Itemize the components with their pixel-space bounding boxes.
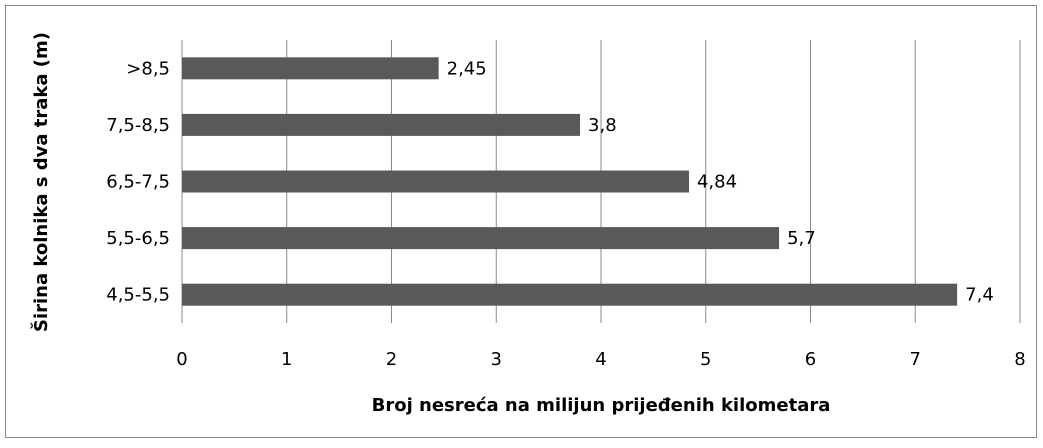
x-tick-label: 1 xyxy=(281,349,292,370)
bar xyxy=(182,170,689,193)
value-label: 2,45 xyxy=(447,58,487,79)
y-tick-label: 5,5-6,5 xyxy=(106,228,170,249)
x-tick-label: 0 xyxy=(176,349,187,370)
value-label: 5,7 xyxy=(787,228,816,249)
bar xyxy=(182,57,439,80)
bar xyxy=(182,113,581,136)
y-axis-label: Širina kolnika s dva traka (m) xyxy=(30,32,52,332)
bar xyxy=(182,227,780,250)
y-tick-label: >8,5 xyxy=(126,58,170,79)
x-tick-label: 3 xyxy=(491,349,502,370)
value-label: 4,84 xyxy=(697,172,737,193)
x-tick-label: 7 xyxy=(910,349,921,370)
x-tick-label: 6 xyxy=(805,349,816,370)
bar xyxy=(182,283,958,306)
y-tick-label: 7,5-8,5 xyxy=(106,115,170,136)
y-tick-label: 4,5-5,5 xyxy=(106,285,170,306)
chart-frame xyxy=(5,5,1037,438)
value-label: 3,8 xyxy=(588,115,617,136)
value-label: 7,4 xyxy=(965,285,994,306)
x-tick-label: 8 xyxy=(1014,349,1025,370)
x-tick-label: 5 xyxy=(700,349,711,370)
x-tick-label: 2 xyxy=(386,349,397,370)
x-axis-label: Broj nesreća na milijun prijeđenih kilom… xyxy=(372,395,831,416)
x-tick-label: 4 xyxy=(595,349,606,370)
y-tick-label: 6,5-7,5 xyxy=(106,172,170,193)
